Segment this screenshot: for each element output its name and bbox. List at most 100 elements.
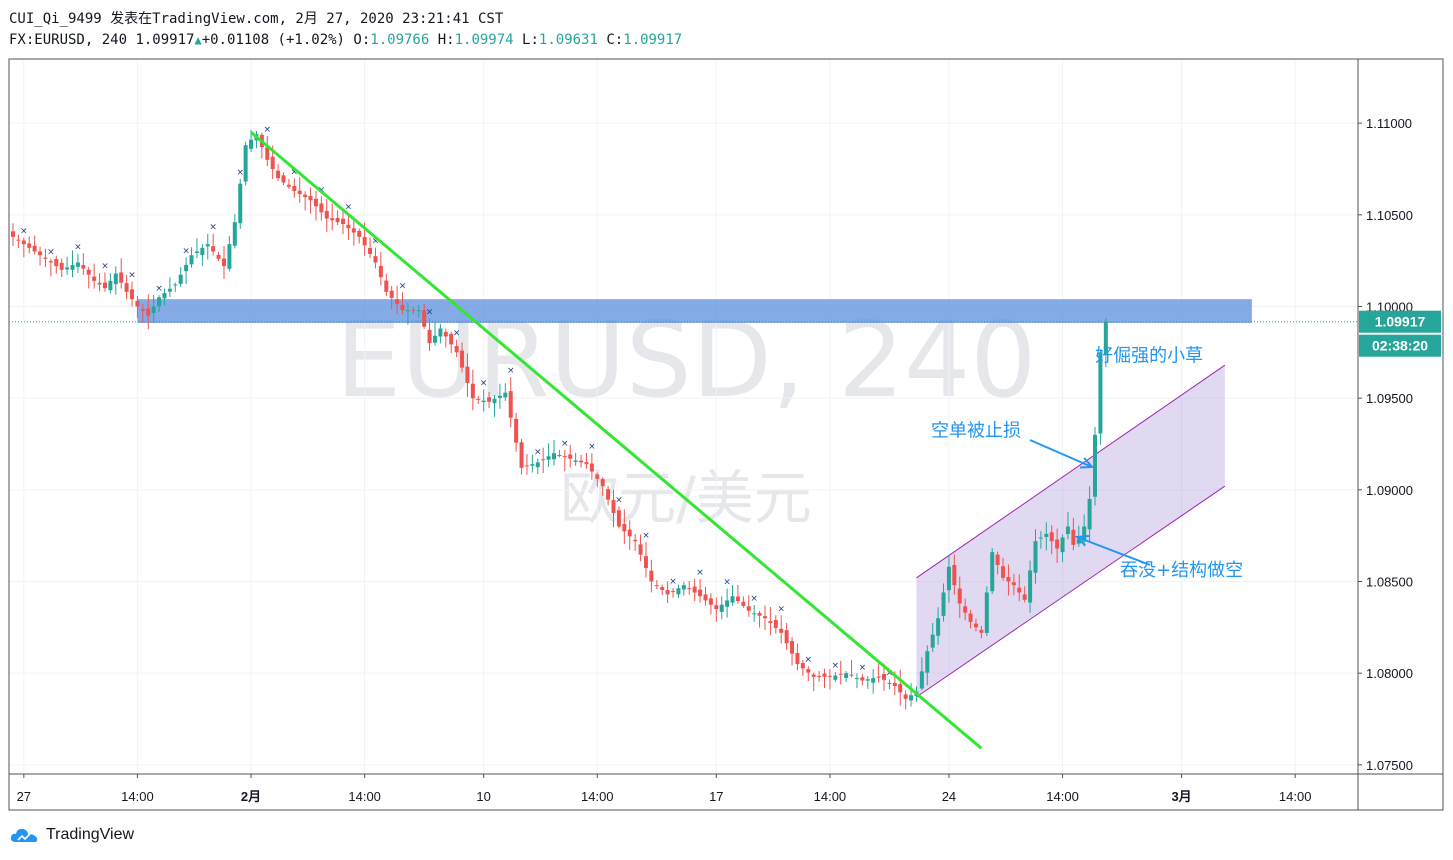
candle-body: [476, 398, 481, 400]
fractal-marker: ×: [480, 378, 488, 388]
fractal-marker: ×: [128, 271, 136, 281]
candle-body: [979, 629, 984, 633]
fractal-marker: ×: [534, 448, 542, 458]
candle-body: [665, 590, 670, 595]
candle-body: [373, 256, 378, 263]
candle-body: [784, 630, 789, 644]
time-tick-label: 24: [942, 789, 956, 804]
candle-body: [941, 592, 946, 616]
last-price-tag-text: 1.09917: [1375, 314, 1426, 330]
candle-body: [822, 673, 827, 677]
fractal-marker: ×: [615, 495, 623, 505]
time-tick-label: 14:00: [1279, 789, 1312, 804]
ascending-channel[interactable]: [916, 364, 1226, 698]
price-axis[interactable]: 1.110001.105001.100001.095001.090001.085…: [1358, 116, 1413, 773]
close-label: C:: [606, 32, 624, 48]
fractal-marker: ×: [723, 578, 731, 588]
time-axis[interactable]: 27 14:00 2月 14:00 10 14:00 17 14:00 24 14:00 3月 14:…: [17, 774, 1312, 804]
fractal-marker: ×: [209, 223, 217, 233]
candle-body: [487, 397, 492, 402]
channel-top-line: [916, 364, 1226, 579]
candle-body: [552, 453, 556, 460]
fractal-marker: ×: [750, 594, 758, 604]
candle-body: [1038, 537, 1043, 539]
last-price-tag: [1359, 310, 1441, 333]
candle-body: [968, 613, 973, 622]
engulf-arrow-head: [1074, 534, 1090, 547]
candle-body: [584, 462, 589, 465]
candle-body: [1017, 587, 1022, 593]
candle-body: [719, 604, 724, 612]
candle-body: [611, 500, 616, 514]
close-value: 1.09917: [623, 32, 683, 48]
time-tick-label: 14:00: [581, 789, 614, 804]
candle-body: [102, 282, 107, 289]
fractal-marker: ×: [832, 661, 840, 671]
candle-body: [238, 183, 243, 224]
candle-body: [557, 455, 562, 456]
candle-body: [38, 251, 43, 256]
candle-body: [54, 259, 59, 267]
open-value: 1.09766: [370, 32, 430, 48]
candle-body: [589, 463, 594, 472]
candle-body: [162, 293, 167, 299]
tradingview-logo[interactable]: TradingView: [10, 826, 134, 844]
fractal-marker: ×: [859, 663, 867, 673]
candle-body: [492, 398, 497, 404]
candle-body: [838, 673, 843, 675]
candle-body: [395, 299, 400, 305]
candle-body: [654, 585, 659, 587]
engulf-arrow-shaft: [1076, 536, 1151, 566]
candle-body: [157, 297, 162, 307]
countdown-tag-text: 02:38:20: [1372, 338, 1428, 354]
candle-body: [1093, 434, 1097, 497]
candle-body: [779, 628, 784, 633]
candle-body: [292, 185, 297, 191]
time-tick-label: 17: [709, 789, 723, 804]
candle-body: [400, 304, 405, 311]
resistance-zone[interactable]: [9, 299, 1358, 323]
candle-body: [606, 489, 611, 500]
candle-body: [871, 678, 876, 683]
candle-body: [75, 262, 80, 267]
candle-body: [194, 251, 199, 254]
candle-body: [519, 442, 524, 468]
high-value: 1.09974: [454, 32, 514, 48]
price-tick-label: 1.07500: [1366, 758, 1413, 773]
candle-body: [211, 246, 216, 252]
trendline-segment: [250, 131, 983, 750]
candle-body: [681, 585, 686, 590]
candle-body: [460, 350, 465, 368]
up-triangle-icon: ▲: [194, 33, 202, 47]
candle-body: [1065, 526, 1070, 535]
candle-body: [216, 254, 221, 259]
candle-body: [1103, 321, 1108, 355]
annotation-stopped: 空单被止损: [931, 421, 1021, 442]
candle-body: [925, 651, 930, 673]
channel-bottom-line: [916, 485, 1226, 698]
candle-body: [887, 682, 892, 684]
candle-body: [1033, 541, 1038, 573]
cloud-icon: [10, 828, 38, 842]
candle-body: [1082, 526, 1087, 542]
candle-body: [898, 684, 903, 693]
candle-body: [579, 460, 584, 463]
price-tick-label: 1.09000: [1366, 483, 1413, 498]
resistance-zone-rect: [137, 299, 1252, 323]
candle-body: [773, 619, 778, 628]
candle-body: [286, 184, 291, 187]
fractal-marker: ×: [507, 366, 515, 376]
candle-body: [1044, 533, 1049, 537]
candle-body: [930, 634, 935, 648]
candle-body: [319, 203, 324, 213]
candle-body: [735, 596, 740, 602]
fractal-marker: ×: [20, 227, 28, 237]
fractal-marker: ×: [236, 168, 244, 178]
candle-body: [465, 366, 470, 383]
candle-body: [416, 310, 421, 312]
downtrend-line[interactable]: [250, 131, 983, 750]
annotation-grass: 好倔强的小草: [1095, 346, 1203, 367]
candle-body: [341, 218, 346, 224]
candle-body: [876, 676, 881, 678]
